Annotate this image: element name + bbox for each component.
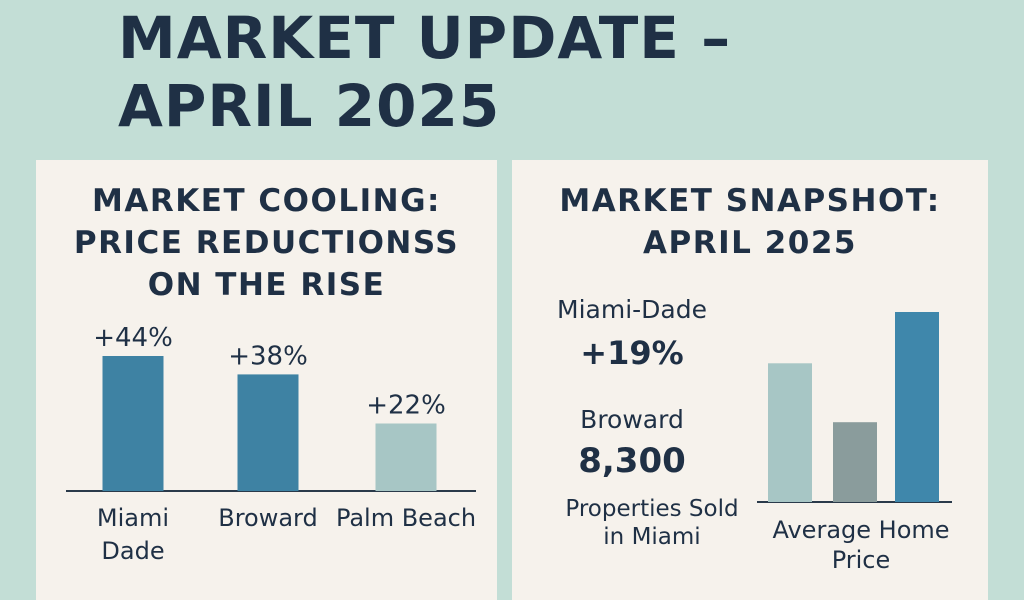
heading-line-1: MARKET SNAPSHOT: <box>559 183 941 219</box>
price-reductions-panel: MARKET COOLING: PRICE REDUCTIONSS ON THE… <box>36 160 497 600</box>
x-axis-label: Average Home <box>772 516 949 544</box>
data-label: +44% <box>93 323 173 353</box>
heading-line-2: PRICE REDUCTIONSS <box>73 225 460 261</box>
bar <box>833 422 877 502</box>
miami-dade-value: +19% <box>580 334 684 372</box>
data-label: +38% <box>228 341 308 371</box>
x-axis-label: Price <box>832 546 891 574</box>
bar <box>768 363 812 502</box>
price-reductions-chart: +44% Miami Dade +38% Broward +22% Palm Beach <box>66 323 476 565</box>
data-label: +22% <box>366 391 446 421</box>
properties-sold-line-2: in Miami <box>603 524 701 550</box>
category-label: Miami <box>97 504 169 532</box>
properties-sold-line-1: Properties Sold <box>565 496 739 522</box>
heading-line-1: MARKET COOLING: <box>92 183 441 219</box>
miami-dade-label: Miami-Dade <box>557 295 707 324</box>
category-label: Dade <box>101 537 164 565</box>
heading-line-2: APRIL 2025 <box>643 225 857 261</box>
page-title-line-1: MARKET UPDATE – <box>118 4 732 72</box>
category-label: Broward <box>218 504 318 532</box>
broward-stat: Broward 8,300 <box>532 405 732 481</box>
bar <box>237 374 299 491</box>
page-title: MARKET UPDATE – APRIL 2025 <box>118 4 731 140</box>
price-reductions-heading: MARKET COOLING: PRICE REDUCTIONSS ON THE… <box>36 180 497 306</box>
miami-dade-stat: Miami-Dade +19% <box>532 295 732 373</box>
heading-line-3: ON THE RISE <box>147 267 386 303</box>
broward-value: 8,300 <box>578 441 686 481</box>
properties-sold-caption: Properties Sold in Miami <box>532 495 772 551</box>
category-label: Palm Beach <box>336 504 476 532</box>
broward-label: Broward <box>580 405 684 434</box>
bar <box>375 423 437 491</box>
market-snapshot-panel: MARKET SNAPSHOT: APRIL 2025 Miami-Dade +… <box>512 160 988 600</box>
page-title-line-2: APRIL 2025 <box>118 72 501 140</box>
bar <box>895 312 939 502</box>
bar <box>102 356 164 491</box>
market-snapshot-heading: MARKET SNAPSHOT: APRIL 2025 <box>512 180 988 264</box>
